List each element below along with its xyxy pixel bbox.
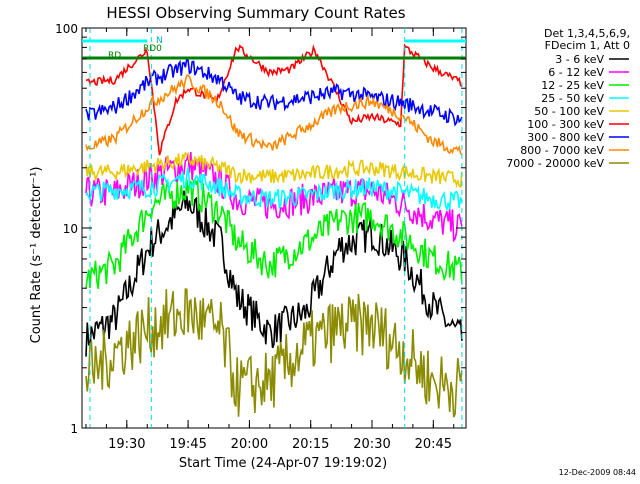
legend: Det 1,3,4,5,6,9,FDecim 1, Att 03 - 6 keV… bbox=[506, 27, 630, 170]
legend-entry-label: 100 - 300 keV bbox=[527, 118, 604, 131]
y-tick-label: 1 bbox=[70, 422, 78, 436]
legend-header-line: Det 1,3,4,5,6,9, bbox=[544, 27, 630, 40]
x-tick-label: 20:15 bbox=[292, 437, 329, 452]
series-line bbox=[85, 190, 463, 357]
legend-entry-label: 800 - 7000 keV bbox=[520, 144, 604, 157]
legend-entry-label: 300 - 800 keV bbox=[527, 131, 604, 144]
legend-entry-label: 6 - 12 keV bbox=[548, 66, 604, 79]
x-tick-label: 20:45 bbox=[415, 437, 452, 452]
footer-timestamp: 12-Dec-2009 08:44 bbox=[559, 468, 636, 477]
legend-entry-label: 12 - 25 keV bbox=[541, 79, 604, 92]
annotation-label: N bbox=[156, 36, 163, 46]
x-tick-label: 19:45 bbox=[169, 437, 206, 452]
series-line bbox=[85, 167, 463, 212]
x-axis-label: Start Time (24-Apr-07 19:19:02) bbox=[179, 456, 387, 471]
axes-layer: 19:30 19:45 20:00 20:15 20:30 20:45 1 10 100 bbox=[55, 22, 466, 452]
series-line bbox=[85, 152, 463, 243]
series-line bbox=[85, 151, 463, 189]
series-layer bbox=[85, 43, 463, 418]
legend-header-line: FDecim 1, Att 0 bbox=[545, 39, 630, 52]
series-line bbox=[85, 288, 463, 418]
x-tick-label: 20:30 bbox=[353, 437, 390, 452]
series-line bbox=[85, 74, 463, 156]
legend-entry-label: 50 - 100 keV bbox=[534, 105, 604, 118]
x-tick-label: 19:30 bbox=[108, 437, 145, 452]
chart-title: HESSI Observing Summary Count Rates bbox=[106, 4, 405, 22]
series-line bbox=[85, 43, 463, 156]
series-line bbox=[85, 177, 463, 289]
y-axis-label: Count Rate (s⁻¹ detector⁻¹) bbox=[29, 167, 44, 344]
legend-entry-label: 3 - 6 keV bbox=[555, 53, 604, 66]
legend-entry-label: 25 - 50 keV bbox=[541, 92, 604, 105]
legend-entry-label: 7000 - 20000 keV bbox=[506, 157, 604, 170]
y-tick-label: 100 bbox=[55, 22, 78, 36]
series-line bbox=[85, 56, 463, 127]
annotation-label: RD bbox=[108, 51, 121, 61]
annotation-label: RD0 bbox=[143, 44, 162, 54]
x-tick-label: 20:00 bbox=[231, 437, 268, 452]
y-tick-label: 10 bbox=[63, 222, 78, 236]
